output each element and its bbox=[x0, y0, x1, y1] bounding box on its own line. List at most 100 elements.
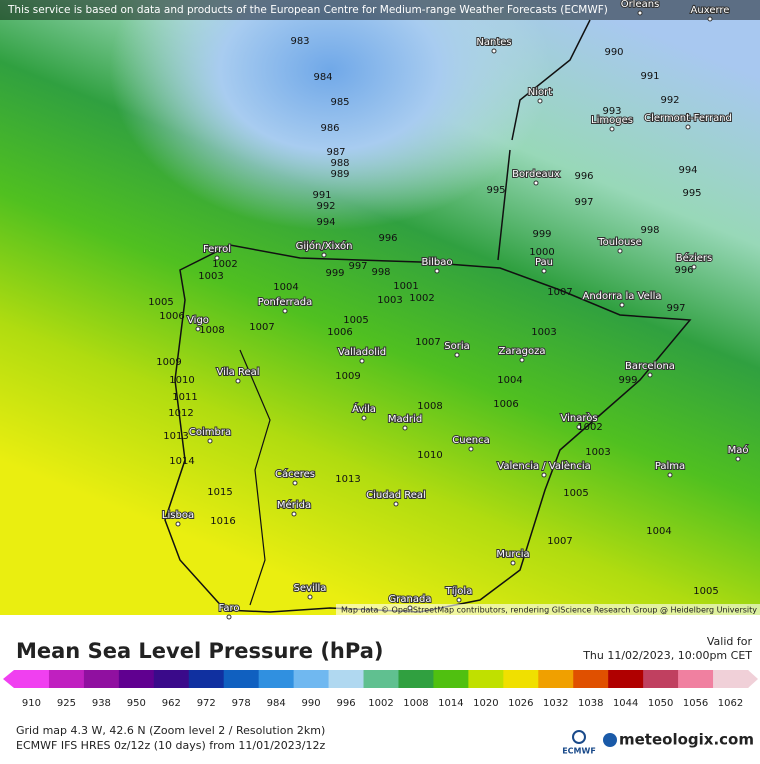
city-dot bbox=[619, 302, 625, 308]
isobar-label: 994 bbox=[678, 165, 697, 176]
city-label: Granada bbox=[389, 594, 432, 605]
isobar-label: 996 bbox=[574, 171, 593, 182]
city-dot bbox=[541, 268, 547, 274]
colorbar-swatch bbox=[328, 670, 365, 688]
isobar-label: 988 bbox=[330, 158, 349, 169]
city-label: Andorra la Vella bbox=[583, 291, 662, 302]
colorbar-tick-label: 1038 bbox=[578, 698, 603, 709]
city-label: Madrid bbox=[388, 414, 422, 425]
colorbar-right-cap bbox=[748, 670, 758, 688]
isobar-label: 1002 bbox=[212, 259, 237, 270]
colorbar-swatch bbox=[573, 670, 609, 688]
city-dot bbox=[647, 372, 653, 378]
valid-label: Valid for bbox=[707, 635, 753, 648]
isobar-label: 990 bbox=[604, 47, 623, 58]
isobar-label: 991 bbox=[312, 190, 331, 201]
city-dot bbox=[510, 560, 516, 566]
colorbar-swatch bbox=[643, 670, 679, 688]
colorbar-tick-label: 1008 bbox=[403, 698, 428, 709]
city-label: Valencia / València bbox=[497, 460, 590, 472]
isobar-label: 1010 bbox=[417, 450, 442, 461]
city-label: Bordeaux bbox=[512, 169, 560, 180]
isobar-label: 997 bbox=[348, 261, 367, 272]
isobar-label: 996 bbox=[378, 233, 397, 244]
city-dot bbox=[735, 456, 741, 462]
city-label: Soria bbox=[444, 341, 469, 352]
isobar-label: 984 bbox=[313, 72, 332, 83]
city-dot bbox=[468, 446, 474, 452]
city-dot bbox=[175, 521, 181, 527]
city-label: Niort bbox=[528, 87, 552, 98]
city-dot bbox=[454, 352, 460, 358]
city-label: Nantes bbox=[476, 37, 511, 48]
city-label: Sevilla bbox=[294, 583, 327, 594]
city-label: Cuenca bbox=[452, 435, 489, 446]
isobar-label: 1016 bbox=[210, 516, 235, 527]
isobar-label: 989 bbox=[330, 169, 349, 180]
city-label: Cáceres bbox=[275, 468, 315, 480]
city-dot bbox=[292, 480, 298, 486]
city-dot bbox=[519, 357, 525, 363]
isobar-label: 1010 bbox=[169, 375, 194, 386]
city-dot bbox=[533, 180, 539, 186]
city-label: Limoges bbox=[591, 115, 633, 126]
city-dot bbox=[541, 472, 547, 478]
isobar-label: 1007 bbox=[415, 337, 440, 348]
city-dot bbox=[235, 378, 241, 384]
city-dot bbox=[226, 614, 232, 620]
colorbar-tick-label: 1032 bbox=[543, 698, 568, 709]
colorbar-left-cap bbox=[3, 670, 14, 688]
isobar-label: 1005 bbox=[563, 488, 588, 499]
colorbar-swatch bbox=[468, 670, 504, 688]
city-dot bbox=[537, 98, 543, 104]
colorbar-tick-label: 978 bbox=[232, 698, 251, 709]
city-label: Vigo bbox=[187, 315, 209, 326]
isobar-label: 997 bbox=[574, 197, 593, 208]
isobar-label: 1015 bbox=[207, 487, 232, 498]
city-dot bbox=[637, 10, 643, 16]
colorbar-swatch bbox=[223, 670, 260, 688]
isobar-label: 1003 bbox=[585, 447, 610, 458]
colorbar-swatch bbox=[83, 670, 120, 688]
city-label: Ferrol bbox=[203, 244, 231, 255]
colorbar-swatch bbox=[608, 670, 644, 688]
colorbar-tick-label: 984 bbox=[267, 698, 286, 709]
isobar-label: 996 bbox=[674, 265, 693, 276]
colorbar-swatch bbox=[503, 670, 539, 688]
city-label: Maó bbox=[728, 444, 749, 456]
city-dot bbox=[402, 425, 408, 431]
isobar-label: 1009 bbox=[156, 357, 181, 368]
colorbar-tick-label: 1062 bbox=[718, 698, 743, 709]
city-label: Murcia bbox=[496, 549, 529, 560]
attribution-bg bbox=[336, 604, 760, 615]
colorbar-swatch bbox=[188, 670, 225, 688]
isobar-label: 1003 bbox=[531, 327, 556, 338]
isobar-label: 999 bbox=[325, 268, 344, 279]
isobar-label: 1005 bbox=[693, 586, 718, 597]
isobar-label: 1012 bbox=[168, 408, 193, 419]
colorbar-tick-label: 950 bbox=[127, 698, 146, 709]
isobar-label: 992 bbox=[660, 95, 679, 106]
city-dot bbox=[291, 511, 297, 517]
colorbar-swatch bbox=[258, 670, 295, 688]
isobar-label: 997 bbox=[666, 303, 685, 314]
city-dot bbox=[667, 472, 673, 478]
attribution: Map data © OpenStreetMap contributors, r… bbox=[341, 606, 757, 615]
isobar-label: 1006 bbox=[493, 399, 518, 410]
isobar-label: 1003 bbox=[377, 295, 402, 306]
isobar-label: 998 bbox=[640, 225, 659, 236]
colorbar-swatch bbox=[713, 670, 749, 688]
ecmwf-icon bbox=[572, 730, 586, 744]
colorbar-swatch bbox=[398, 670, 434, 688]
city-dot bbox=[617, 248, 623, 254]
city-label: Coimbra bbox=[189, 427, 231, 438]
city-label: Béziers bbox=[676, 252, 713, 264]
city-label: Ávila bbox=[352, 402, 376, 415]
brand-icon bbox=[603, 733, 617, 747]
isobar-label: 1004 bbox=[497, 375, 522, 386]
isobar-label: 1007 bbox=[547, 536, 572, 547]
isobar-label: 1007 bbox=[249, 322, 274, 333]
city-label: Ponferrada bbox=[258, 297, 312, 308]
isobar-label: 993 bbox=[602, 106, 621, 117]
isobar-label: 985 bbox=[330, 97, 349, 108]
